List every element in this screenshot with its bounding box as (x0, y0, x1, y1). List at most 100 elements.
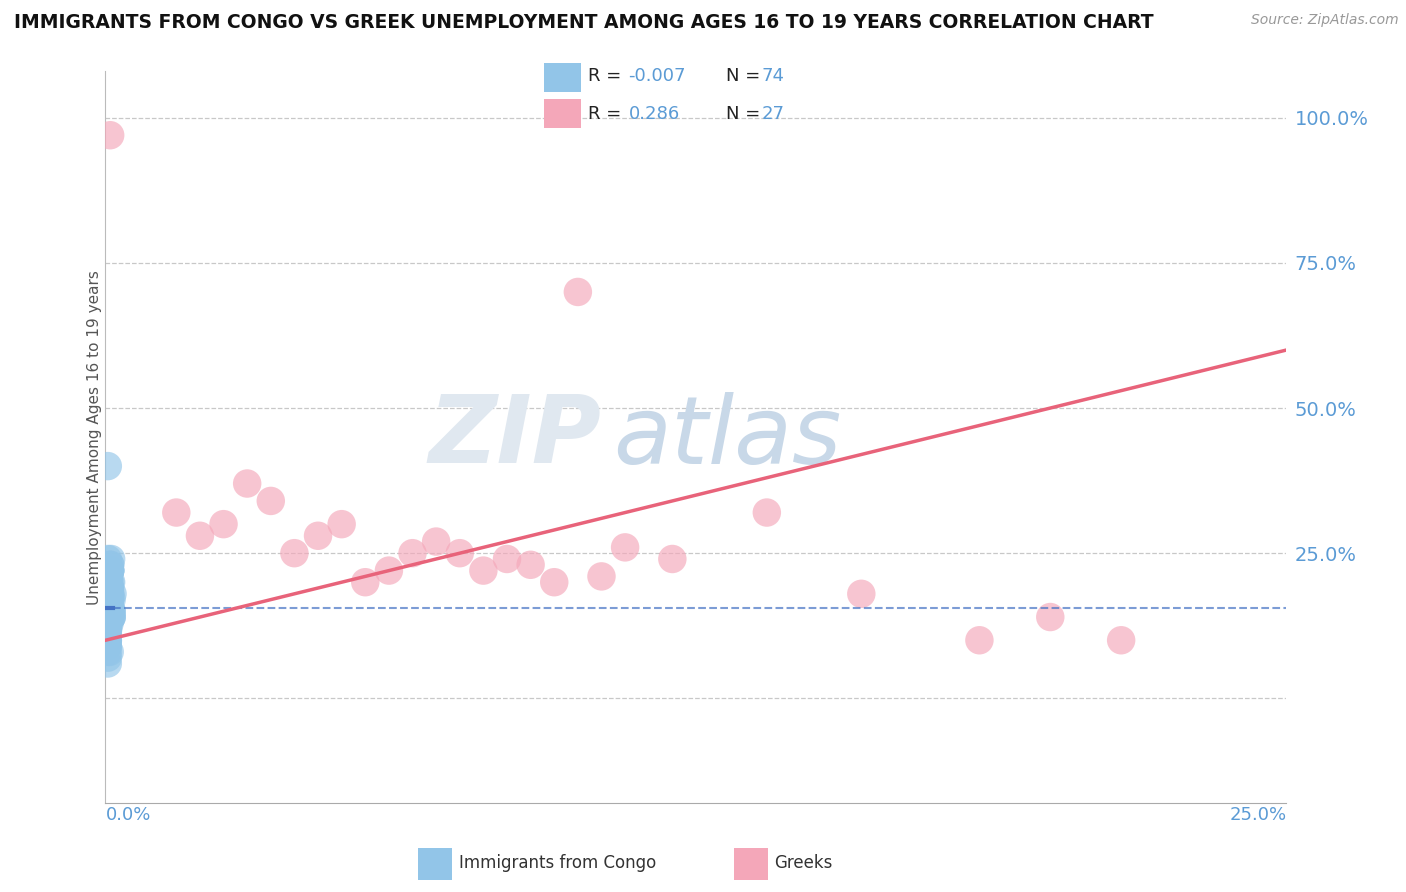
Point (97, 633, 120, 648)
Point (236, 476, 259, 491)
Point (97, 657, 120, 671)
Point (98, 599, 121, 613)
Point (98, 587, 121, 601)
Point (98, 645, 121, 659)
Point (378, 564, 401, 578)
Text: ZIP: ZIP (429, 391, 602, 483)
Point (567, 285, 589, 299)
Point (1109, 633, 1132, 648)
Point (98, 592, 121, 607)
Point (98, 587, 121, 601)
Point (100, 604, 122, 618)
Point (97, 639, 120, 653)
Point (97, 615, 120, 630)
Point (97, 610, 120, 624)
Point (97, 633, 120, 648)
Point (98, 587, 121, 601)
Point (97, 622, 120, 636)
Point (97, 615, 120, 630)
Point (98, 599, 121, 613)
Point (97, 592, 120, 607)
Point (97, 599, 120, 613)
Point (97, 627, 120, 641)
Text: N =: N = (725, 104, 766, 123)
Point (98, 604, 121, 618)
Point (97, 604, 120, 618)
Text: 27: 27 (762, 104, 785, 123)
Point (519, 558, 541, 572)
Point (98, 610, 121, 624)
Point (212, 517, 235, 532)
Text: R =: R = (588, 104, 633, 123)
Point (100, 575, 122, 590)
Point (591, 569, 613, 583)
Point (98, 564, 121, 578)
Point (969, 633, 991, 648)
Point (851, 587, 873, 601)
Point (354, 575, 377, 590)
Point (97, 569, 120, 583)
Point (496, 552, 519, 566)
Point (98, 564, 121, 578)
Point (97, 575, 120, 590)
Point (98, 604, 121, 618)
Point (98, 564, 121, 578)
Point (100, 604, 122, 618)
Point (97, 599, 120, 613)
Point (165, 506, 187, 520)
Point (98, 592, 121, 607)
Point (97, 575, 120, 590)
Point (100, 610, 122, 624)
Y-axis label: Unemployment Among Ages 16 to 19 years: Unemployment Among Ages 16 to 19 years (87, 269, 101, 605)
Text: -0.007: -0.007 (628, 68, 686, 86)
Bar (544, 99, 581, 128)
Point (97, 639, 120, 653)
Point (98, 587, 121, 601)
Point (97, 592, 120, 607)
Text: 74: 74 (762, 68, 785, 86)
Point (97, 552, 120, 566)
Point (98, 558, 121, 572)
Point (98, 581, 121, 595)
Point (97, 564, 120, 578)
Text: atlas: atlas (613, 392, 842, 483)
Point (97, 622, 120, 636)
Text: 25.0%: 25.0% (1229, 805, 1286, 823)
Point (98, 581, 121, 595)
Text: N =: N = (725, 68, 766, 86)
Point (98, 564, 121, 578)
Point (98, 599, 121, 613)
Point (97, 569, 120, 583)
Point (100, 604, 122, 618)
Point (98, 592, 121, 607)
Point (97, 581, 120, 595)
Point (98, 575, 121, 590)
Point (614, 541, 637, 555)
Point (97, 581, 120, 595)
Point (330, 517, 353, 532)
Point (97, 569, 120, 583)
Point (101, 587, 124, 601)
Point (97, 650, 120, 665)
Point (260, 494, 283, 508)
Point (98, 128, 121, 143)
Bar (544, 62, 581, 92)
Point (97, 459, 120, 474)
Point (97, 575, 120, 590)
Point (100, 552, 122, 566)
Point (755, 506, 778, 520)
Point (100, 592, 122, 607)
Point (97, 633, 120, 648)
Point (98, 615, 121, 630)
Point (1039, 610, 1062, 624)
Point (97, 610, 120, 624)
Bar (734, 848, 768, 880)
Point (472, 564, 495, 578)
Text: 0.0%: 0.0% (105, 805, 150, 823)
Point (98, 581, 121, 595)
Point (283, 546, 305, 560)
Point (100, 610, 122, 624)
Point (401, 546, 423, 560)
Point (98, 564, 121, 578)
Text: Source: ZipAtlas.com: Source: ZipAtlas.com (1251, 13, 1399, 28)
